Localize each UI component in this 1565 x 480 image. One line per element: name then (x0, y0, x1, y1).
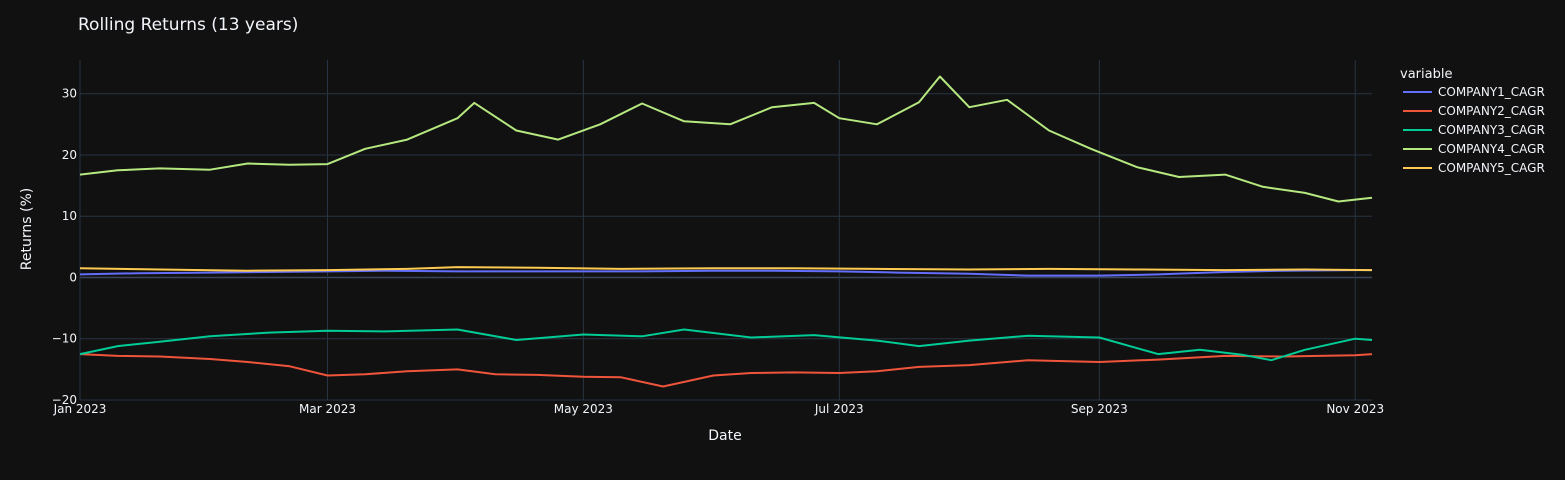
y-tick-label: 20 (62, 148, 77, 162)
legend-item-company5-cagr[interactable]: COMPANY5_CAGR (1403, 161, 1545, 175)
legend: variable COMPANY1_CAGR COMPANY2_CAGR COMPA… (1400, 67, 1545, 175)
legend-item-company4-cagr[interactable]: COMPANY4_CAGR (1403, 142, 1545, 156)
chart-title: Rolling Returns (13 years) (78, 15, 298, 35)
legend-label: COMPANY5_CAGR (1438, 161, 1545, 175)
legend-label: COMPANY3_CAGR (1438, 123, 1545, 137)
legend-label: COMPANY4_CAGR (1438, 142, 1545, 156)
series-line-company4-cagr (79, 75, 1373, 203)
x-tick-label: Jan 2023 (53, 402, 107, 416)
x-tick-label: Nov 2023 (1326, 402, 1384, 416)
x-tick-label: Sep 2023 (1071, 402, 1128, 416)
series-line-company2-cagr (79, 353, 1373, 388)
x-tick-labels: Jan 2023 Mar 2023 May 2023 Jul 2023 Sep 2023… (53, 402, 1385, 416)
legend-item-company1-cagr[interactable]: COMPANY1_CAGR (1403, 85, 1545, 99)
series-line-company3-cagr (79, 328, 1373, 362)
y-tick-label: −20 (52, 393, 77, 407)
y-tick-labels: −20 −10 0 10 20 30 (52, 87, 77, 407)
x-axis-label: Date (708, 428, 741, 444)
series-lines (79, 75, 1373, 388)
y-tick-label: −10 (52, 332, 77, 346)
x-tick-label: May 2023 (554, 402, 613, 416)
grid-lines (79, 60, 1372, 401)
series-line-company5-cagr (79, 266, 1373, 272)
y-tick-label: 10 (62, 209, 77, 223)
y-tick-label: 0 (69, 270, 77, 284)
legend-label: COMPANY2_CAGR (1438, 104, 1545, 118)
legend-label: COMPANY1_CAGR (1438, 85, 1545, 99)
y-axis-label: Returns (%) (19, 188, 35, 270)
legend-item-company3-cagr[interactable]: COMPANY3_CAGR (1403, 123, 1545, 137)
series-line-company1-cagr (79, 269, 1372, 277)
legend-item-company2-cagr[interactable]: COMPANY2_CAGR (1403, 104, 1545, 118)
x-tick-label: Jul 2023 (814, 402, 864, 416)
legend-title: variable (1400, 67, 1452, 82)
x-tick-label: Mar 2023 (299, 402, 356, 416)
y-tick-label: 30 (62, 87, 77, 101)
